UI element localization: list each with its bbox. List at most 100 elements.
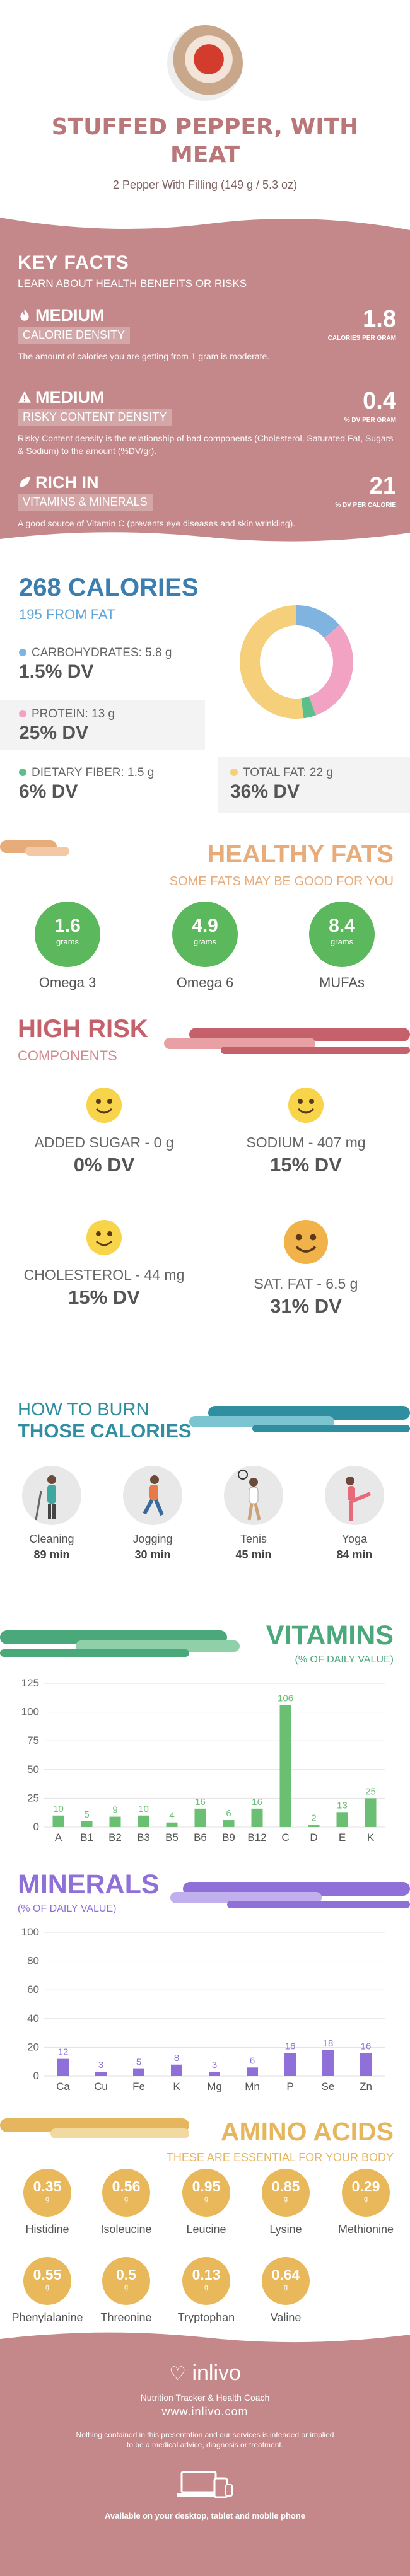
brand-logo[interactable]: ♡ inlivo	[0, 2361, 410, 2386]
x-tick-label: Ca	[56, 2080, 70, 2092]
calories-from-fat: 195 FROM FAT	[19, 606, 115, 622]
footer-section: ♡ inlivo Nutrition Tracker & Health Coac…	[0, 2323, 410, 2576]
burn-name: Tenis	[240, 1533, 267, 1545]
warning-icon	[18, 391, 31, 403]
header-section: STUFFED PEPPER, WITH MEAT 2 Pepper With …	[0, 0, 410, 205]
bar-B12	[251, 1808, 263, 1827]
risky-content-unit: % DV PER GRAM	[344, 417, 396, 424]
bar-D	[308, 1825, 320, 1827]
calorie-density-desc: The amount of calories you are getting f…	[18, 351, 270, 361]
risk-item-cholesterol: CHOLESTEROL - 44 mg 15% DV	[13, 1220, 196, 1309]
macro-fiber: DIETARY FIBER: 1.5 g 6% DV	[19, 766, 154, 803]
amino-item: 0.85 g Lysine	[245, 2169, 327, 2236]
key-facts-subtitle: LEARN ABOUT HEALTH BENEFITS OR RISKS	[18, 277, 247, 289]
bar-value-label: 16	[195, 1797, 206, 1807]
bar-value-label: 8	[174, 2053, 179, 2063]
bar-K	[365, 1798, 377, 1827]
bar-value-label: 3	[98, 2060, 103, 2070]
x-tick-label: A	[55, 1831, 62, 1843]
bar-value-label: 10	[53, 1804, 64, 1814]
bar-value-label: 106	[278, 1693, 293, 1704]
x-tick-label: B1	[80, 1831, 93, 1843]
amino-circle: 0.13 g	[182, 2257, 230, 2305]
amino-acids-section: AMINO ACIDS THESE ARE ESSENTIAL FOR YOUR…	[0, 2106, 410, 2323]
bar-value-label: 4	[169, 1811, 174, 1821]
amino-name: Valine	[270, 2311, 302, 2323]
protein-label: PROTEIN: 13 g	[32, 707, 115, 721]
calorie-density-label: CALORIE DENSITY	[18, 327, 131, 344]
amino-item: 0.29 g Methionine	[325, 2169, 407, 2236]
amino-value: 0.56	[112, 2178, 141, 2195]
amino-unit: g	[363, 2195, 368, 2203]
fat-value: 1.6	[54, 915, 81, 936]
x-tick-label: Fe	[132, 2080, 145, 2092]
amino-value: 0.55	[33, 2266, 62, 2283]
bar-B6	[194, 1808, 206, 1827]
vitamins-section: VITAMINS (% OF DAILY VALUE) 0 25 50 75 100 12…	[0, 1608, 410, 1857]
leaf-icon	[20, 477, 30, 487]
risk-dv: 15% DV	[68, 1286, 140, 1308]
risk-item-sodium: SODIUM - 407 mg 15% DV	[214, 1088, 397, 1176]
x-tick-label: B3	[137, 1831, 150, 1843]
decor-stripes	[189, 1406, 410, 1432]
amino-name: Phenylalanine	[11, 2311, 83, 2323]
bar-value-label: 5	[136, 2057, 141, 2068]
risk-dv: 15% DV	[270, 1154, 342, 1176]
burn-item-cleaning: Cleaning 89 min	[4, 1466, 99, 1562]
fat-value: 8.4	[329, 915, 355, 936]
bar-value-label: 6	[250, 2055, 255, 2066]
brand-name: inlivo	[192, 2361, 241, 2385]
heart-icon: ♡	[169, 2364, 186, 2384]
vitamins-minerals-card: RICH IN VITAMINS & MINERALS 21 % DV PER …	[18, 473, 396, 530]
donut-slice-dietary-fiber	[301, 696, 316, 719]
amino-unit: g	[124, 2195, 129, 2203]
bar-K	[171, 2064, 182, 2076]
bar-value-label: 3	[212, 2060, 217, 2070]
fat-circle: 4.9 grams	[172, 902, 238, 967]
y-tick-label: 75	[27, 1734, 39, 1746]
macro-protein: PROTEIN: 13 g 25% DV	[0, 700, 205, 750]
smile-icon	[86, 1220, 122, 1255]
burn-name: Cleaning	[29, 1533, 74, 1545]
fiber-dv: 6% DV	[19, 781, 78, 802]
vitamins-bar-chart: 0 25 50 75 100 125 10 A 5 B1 9 B2 10 B3 4 B5 16 B6 6 B9 16 B1…	[21, 1677, 385, 1843]
amino-unit: g	[45, 2283, 50, 2291]
wave-divider	[0, 2323, 410, 2343]
carbs-label: CARBOHYDRATES: 5.8 g	[32, 646, 172, 659]
decor-stripes	[164, 1028, 410, 1054]
x-tick-label: K	[367, 1831, 375, 1843]
y-tick-label: 20	[27, 2041, 39, 2053]
title-line-1: STUFFED PEPPER, WITH	[51, 114, 359, 140]
burn-time: 30 min	[134, 1548, 171, 1561]
high-risk-section: HIGH RISK COMPONENTS ADDED SUGAR - 0 g 0…	[0, 1002, 410, 1381]
fat-unit: grams	[330, 937, 354, 946]
risk-item-added-sugar: ADDED SUGAR - 0 g 0% DV	[13, 1088, 196, 1176]
minerals-section: MINERALS (% OF DAILY VALUE) 0 20 40 60 80 100…	[0, 1857, 410, 2106]
y-tick-label: 100	[21, 1926, 39, 1938]
footer-tagline: Nutrition Tracker & Health Coach	[140, 2393, 270, 2403]
amino-item: 0.35 g Histidine	[6, 2169, 88, 2236]
tennis-icon	[224, 1466, 283, 1525]
amino-circle: 0.35 g	[23, 2169, 71, 2217]
burn-time: 84 min	[336, 1548, 373, 1561]
amino-value: 0.64	[271, 2266, 300, 2283]
x-tick-label: Mg	[207, 2080, 222, 2092]
amino-item: 0.5 g Threonine	[85, 2257, 167, 2323]
minerals-title: MINERALS	[18, 1869, 160, 1900]
serving-size: 2 Pepper With Filling (149 g / 5.3 oz)	[112, 178, 298, 191]
vitamins-subtitle: (% OF DAILY VALUE)	[295, 1654, 394, 1665]
fat-dv: 36% DV	[230, 781, 300, 802]
fat-name: Omega 6	[176, 975, 234, 990]
bar-P	[284, 2053, 296, 2076]
x-tick-label: Se	[322, 2080, 335, 2092]
burn-title-1: HOW TO BURN	[18, 1400, 149, 1420]
bar-value-label: 13	[337, 1800, 348, 1811]
high-risk-title: HIGH RISK	[18, 1015, 148, 1043]
amino-unit: g	[204, 2195, 209, 2203]
decor-stripes	[0, 2118, 189, 2138]
x-tick-label: K	[173, 2080, 180, 2092]
footer-url[interactable]: www.inlivo.com	[161, 2405, 249, 2418]
fiber-dot	[19, 769, 26, 776]
risk-item-sat-fat: SAT. FAT - 6.5 g 31% DV	[214, 1220, 397, 1318]
burn-title-2: THOSE CALORIES	[18, 1420, 192, 1442]
